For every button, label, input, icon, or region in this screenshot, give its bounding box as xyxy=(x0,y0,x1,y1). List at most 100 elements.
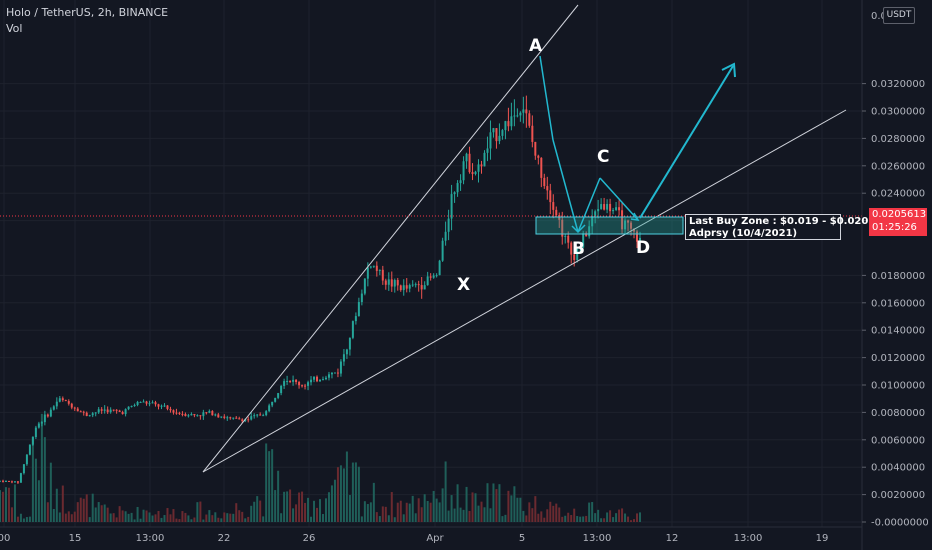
candle-body xyxy=(61,398,64,401)
candle-body xyxy=(58,398,61,402)
volume-bar xyxy=(387,515,390,522)
candle-body xyxy=(330,372,333,375)
candle-body xyxy=(429,276,432,278)
volume-bar xyxy=(357,466,360,522)
candle-body xyxy=(633,228,636,232)
volume-bar xyxy=(591,502,594,522)
candle-body xyxy=(516,115,519,117)
currency-badge[interactable]: USDT xyxy=(883,7,915,24)
candle-body xyxy=(366,267,369,279)
volume-bar xyxy=(348,495,351,522)
volume-bar xyxy=(148,512,151,522)
candle-body xyxy=(109,409,112,413)
candle-body xyxy=(160,405,163,407)
candle-body xyxy=(184,414,187,416)
volume-bar xyxy=(28,516,31,522)
candle-body xyxy=(357,302,360,317)
volume-bar xyxy=(408,503,411,522)
candle-body xyxy=(552,202,555,210)
volume-bar xyxy=(468,510,471,522)
volume-bar xyxy=(486,483,489,522)
candle-body xyxy=(495,128,498,142)
volume-bar xyxy=(582,516,585,522)
volume-bar xyxy=(324,498,327,522)
volume-bar xyxy=(319,499,321,522)
volume-bar xyxy=(106,507,109,522)
volume-bar xyxy=(217,517,220,522)
volume-bar xyxy=(423,494,426,522)
buy-zone-annotation[interactable]: Last Buy Zone : $0.019 - $0.020 Adprsy (… xyxy=(685,214,868,240)
volume-indicator-label[interactable]: Vol xyxy=(6,22,23,35)
candle-body xyxy=(600,204,603,209)
symbol-title[interactable]: Holo / TetherUS, 2h, BINANCE xyxy=(6,6,169,19)
volume-bar xyxy=(268,451,271,522)
candle-body xyxy=(265,411,268,416)
volume-bar xyxy=(109,513,112,522)
volume-bar xyxy=(612,517,615,522)
candle-body xyxy=(7,480,10,482)
volume-bar xyxy=(588,502,591,522)
volume-bar xyxy=(205,514,208,522)
candle-body xyxy=(43,414,46,423)
candle-body xyxy=(1,480,4,482)
bar-countdown: 01:25:26 xyxy=(872,222,917,233)
volume-bar xyxy=(241,511,244,522)
volume-bar xyxy=(250,505,253,522)
volume-bar xyxy=(630,520,633,522)
volume-bar xyxy=(528,502,531,522)
candle-body xyxy=(142,401,145,403)
candle-body xyxy=(351,321,354,338)
candle-body xyxy=(139,401,142,403)
candle-body xyxy=(459,180,462,184)
candle-body xyxy=(13,481,16,483)
volume-bar xyxy=(495,489,498,522)
volume-bar xyxy=(603,518,606,522)
volume-bars xyxy=(0,413,641,522)
candle-body xyxy=(339,361,342,374)
volume-bar xyxy=(333,479,336,522)
candle-body xyxy=(217,414,220,418)
candle-body xyxy=(307,382,310,386)
candle-body xyxy=(609,203,612,212)
candle-body xyxy=(537,155,540,158)
volume-bar xyxy=(600,518,603,522)
volume-bar xyxy=(274,490,277,522)
candle-body xyxy=(310,379,313,383)
volume-bar xyxy=(82,498,85,522)
candle-body xyxy=(621,210,624,230)
volume-bar xyxy=(37,480,40,522)
candle-body xyxy=(504,121,507,131)
drawings: A X B C D xyxy=(0,4,862,473)
candle-body xyxy=(378,269,381,271)
candle-body xyxy=(435,275,438,277)
volume-bar xyxy=(1,491,4,522)
volume-bar xyxy=(627,516,630,522)
y-tick-label: 0.0300000 xyxy=(871,107,925,118)
candle-body xyxy=(316,376,319,382)
candle-body xyxy=(208,411,211,413)
x-tick-label: 26 xyxy=(303,533,316,544)
candle-body xyxy=(486,148,489,153)
volume-bar xyxy=(43,437,46,522)
candle-body xyxy=(220,416,223,418)
candle-body xyxy=(447,218,450,232)
candle-body xyxy=(232,417,235,419)
volume-bar xyxy=(327,492,330,522)
candle-body xyxy=(324,377,327,380)
arrow-head-d xyxy=(630,212,640,221)
candle-body xyxy=(579,247,582,249)
candle-body xyxy=(313,376,316,380)
candle-body xyxy=(450,194,453,219)
volume-bar xyxy=(369,502,372,522)
candle-body xyxy=(259,414,262,416)
volume-bar xyxy=(558,507,561,522)
volume-bar xyxy=(280,513,283,522)
candle-body xyxy=(106,409,109,413)
volume-bar xyxy=(417,498,420,522)
candle-body xyxy=(360,293,363,303)
candle-body xyxy=(342,354,345,362)
candle-body xyxy=(157,404,160,407)
candle-body xyxy=(531,125,534,142)
